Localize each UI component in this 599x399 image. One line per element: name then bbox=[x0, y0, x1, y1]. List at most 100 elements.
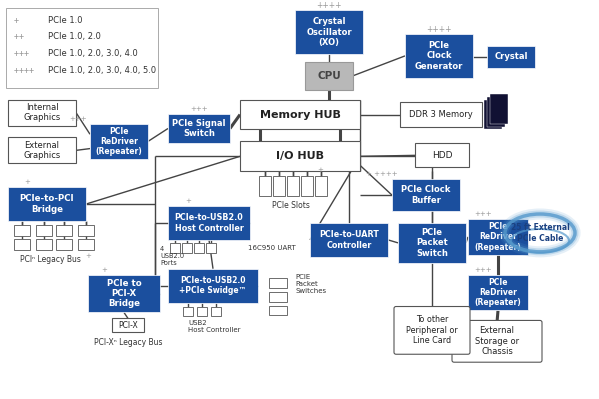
FancyBboxPatch shape bbox=[56, 239, 72, 250]
Text: PCIe 1.0, 2.0, 3.0, 4.0: PCIe 1.0, 2.0, 3.0, 4.0 bbox=[48, 49, 138, 58]
Text: PCIE
Packet
Switches: PCIE Packet Switches bbox=[295, 274, 326, 294]
FancyBboxPatch shape bbox=[112, 318, 144, 332]
FancyBboxPatch shape bbox=[452, 320, 542, 362]
Text: 25 ft External
PCIe Cable: 25 ft External PCIe Cable bbox=[510, 223, 570, 243]
Text: Internal
Graphics: Internal Graphics bbox=[23, 103, 60, 122]
FancyBboxPatch shape bbox=[400, 102, 482, 128]
FancyBboxPatch shape bbox=[90, 124, 148, 159]
FancyBboxPatch shape bbox=[315, 176, 327, 196]
Text: Memory HUB: Memory HUB bbox=[259, 110, 340, 120]
Text: PCIe 1.0: PCIe 1.0 bbox=[48, 16, 83, 25]
FancyBboxPatch shape bbox=[88, 275, 160, 312]
Text: +: + bbox=[14, 16, 39, 25]
FancyBboxPatch shape bbox=[305, 62, 353, 90]
Text: PCIe-to-USB2.0
+PCIe Swidge™: PCIe-to-USB2.0 +PCIe Swidge™ bbox=[179, 276, 247, 295]
FancyBboxPatch shape bbox=[197, 306, 207, 316]
Text: 4
USB2.0
Ports: 4 USB2.0 Ports bbox=[160, 246, 184, 266]
Text: +++: +++ bbox=[474, 267, 492, 273]
FancyBboxPatch shape bbox=[240, 100, 360, 130]
FancyBboxPatch shape bbox=[168, 269, 258, 302]
FancyBboxPatch shape bbox=[56, 225, 72, 236]
Text: To other
Peripheral or
Line Card: To other Peripheral or Line Card bbox=[406, 316, 458, 345]
Text: ++++: ++++ bbox=[426, 25, 452, 34]
Text: USB2
Host Controller: USB2 Host Controller bbox=[188, 320, 241, 334]
FancyBboxPatch shape bbox=[269, 306, 287, 316]
Text: PCIe Signal
Switch: PCIe Signal Switch bbox=[173, 119, 226, 138]
Text: ++++: ++++ bbox=[316, 1, 342, 10]
Text: PCI-Xⁿ Legacy Bus: PCI-Xⁿ Legacy Bus bbox=[94, 338, 162, 348]
Text: PCIe-to-PCI
Bridge: PCIe-to-PCI Bridge bbox=[20, 194, 74, 214]
FancyBboxPatch shape bbox=[269, 292, 287, 302]
FancyBboxPatch shape bbox=[6, 8, 158, 88]
FancyBboxPatch shape bbox=[78, 239, 94, 250]
FancyBboxPatch shape bbox=[8, 100, 76, 126]
Text: PCIe-to-UART
Controller: PCIe-to-UART Controller bbox=[319, 230, 379, 250]
Text: PCI-X: PCI-X bbox=[118, 321, 138, 330]
FancyBboxPatch shape bbox=[468, 219, 528, 255]
Text: +++: +++ bbox=[69, 116, 87, 122]
Text: PCIe to
PCI-X
Bridge: PCIe to PCI-X Bridge bbox=[107, 279, 141, 308]
Text: HDD: HDD bbox=[432, 151, 452, 160]
Text: 16C950 UART: 16C950 UART bbox=[248, 245, 296, 251]
FancyBboxPatch shape bbox=[8, 187, 86, 221]
FancyBboxPatch shape bbox=[211, 306, 221, 316]
Text: +: + bbox=[85, 253, 91, 259]
Text: +: + bbox=[101, 267, 107, 273]
Text: PCIe Clock
Buffer: PCIe Clock Buffer bbox=[401, 186, 450, 205]
FancyBboxPatch shape bbox=[168, 206, 250, 240]
Text: Crystal
Oscillator
(XO): Crystal Oscillator (XO) bbox=[306, 17, 352, 47]
FancyBboxPatch shape bbox=[182, 243, 192, 253]
FancyBboxPatch shape bbox=[14, 239, 30, 250]
FancyBboxPatch shape bbox=[8, 137, 76, 163]
Text: +++: +++ bbox=[14, 49, 39, 58]
FancyBboxPatch shape bbox=[273, 176, 285, 196]
Text: DDR 3 Memory: DDR 3 Memory bbox=[409, 110, 473, 119]
FancyBboxPatch shape bbox=[168, 114, 230, 143]
Text: + ++++: + ++++ bbox=[366, 171, 398, 177]
FancyBboxPatch shape bbox=[392, 179, 460, 211]
FancyBboxPatch shape bbox=[310, 223, 388, 257]
FancyBboxPatch shape bbox=[468, 275, 528, 310]
Text: +: + bbox=[24, 179, 30, 185]
Text: PCIⁿ Legacy Bus: PCIⁿ Legacy Bus bbox=[20, 255, 80, 264]
Text: External
Graphics: External Graphics bbox=[23, 141, 60, 160]
Text: +: + bbox=[317, 167, 323, 173]
FancyBboxPatch shape bbox=[14, 225, 30, 236]
Text: I/O HUB: I/O HUB bbox=[276, 151, 324, 161]
FancyBboxPatch shape bbox=[398, 223, 466, 263]
Text: +: + bbox=[185, 198, 191, 204]
Text: PCIe
Packet
Switch: PCIe Packet Switch bbox=[416, 228, 448, 258]
FancyBboxPatch shape bbox=[36, 225, 52, 236]
Text: Crystal: Crystal bbox=[494, 52, 528, 61]
FancyBboxPatch shape bbox=[287, 176, 299, 196]
Text: PCIe Slots: PCIe Slots bbox=[272, 201, 310, 210]
FancyBboxPatch shape bbox=[269, 278, 287, 288]
FancyBboxPatch shape bbox=[78, 225, 94, 236]
Text: PCIe 1.0, 2.0, 3.0, 4.0, 5.0: PCIe 1.0, 2.0, 3.0, 4.0, 5.0 bbox=[48, 66, 156, 75]
FancyBboxPatch shape bbox=[405, 34, 473, 78]
FancyBboxPatch shape bbox=[240, 141, 360, 171]
FancyBboxPatch shape bbox=[301, 176, 313, 196]
FancyBboxPatch shape bbox=[487, 46, 535, 68]
FancyBboxPatch shape bbox=[295, 10, 363, 54]
FancyBboxPatch shape bbox=[394, 306, 470, 354]
Text: ++: ++ bbox=[14, 32, 39, 41]
Text: PCIe-to-USB2.0
Host Controller: PCIe-to-USB2.0 Host Controller bbox=[174, 213, 243, 233]
Text: PCIe 1.0, 2.0: PCIe 1.0, 2.0 bbox=[48, 32, 101, 41]
FancyBboxPatch shape bbox=[259, 176, 271, 196]
FancyBboxPatch shape bbox=[490, 94, 508, 124]
FancyBboxPatch shape bbox=[206, 243, 216, 253]
Text: PCIe
ReDriver
(Repeater): PCIe ReDriver (Repeater) bbox=[96, 126, 143, 156]
FancyBboxPatch shape bbox=[183, 306, 193, 316]
Text: External
Storage or
Chassis: External Storage or Chassis bbox=[475, 326, 519, 356]
FancyBboxPatch shape bbox=[170, 243, 180, 253]
Text: +++: +++ bbox=[190, 106, 208, 112]
Text: ++++: ++++ bbox=[14, 66, 39, 75]
Text: PCIe
Clock
Generator: PCIe Clock Generator bbox=[415, 41, 463, 71]
Text: +++: +++ bbox=[474, 211, 492, 217]
FancyBboxPatch shape bbox=[36, 239, 52, 250]
Text: CPU: CPU bbox=[317, 71, 341, 81]
FancyBboxPatch shape bbox=[415, 143, 469, 167]
FancyBboxPatch shape bbox=[487, 97, 505, 126]
FancyBboxPatch shape bbox=[194, 243, 204, 253]
